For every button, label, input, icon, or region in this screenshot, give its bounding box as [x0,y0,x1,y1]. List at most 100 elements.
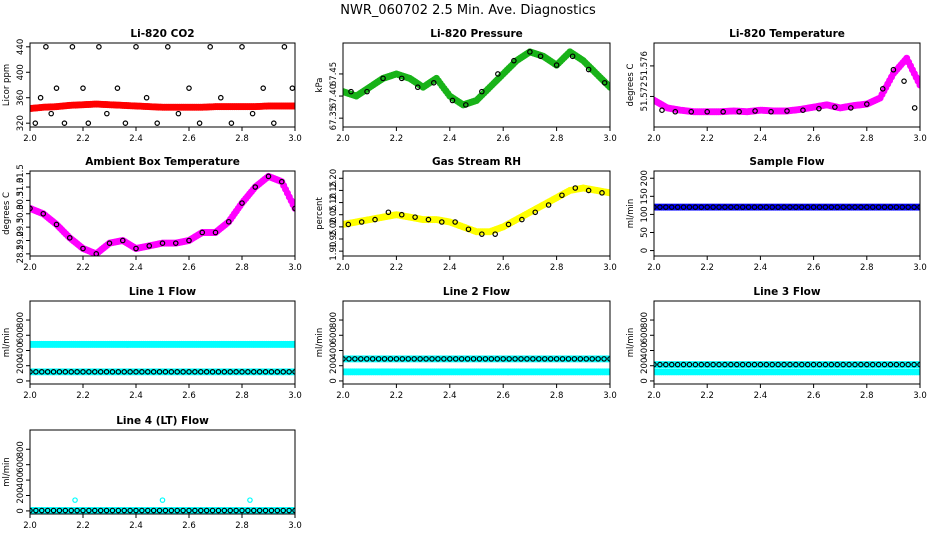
series-reference-points [30,173,295,256]
plot-frame [342,170,611,257]
x-tick-label: 2.4 [129,521,143,531]
data-point [348,88,354,95]
data-point [532,209,539,216]
data-point [674,204,681,210]
data-point [530,356,536,362]
data-point [710,204,716,210]
data-point [674,361,681,368]
plot-area [30,497,295,514]
data-point [659,107,665,114]
data-point [159,497,166,503]
data-point [249,110,256,117]
data-point [745,204,752,210]
data-point [30,205,33,212]
data-point [430,79,437,86]
data-point [245,507,251,514]
data-point [265,173,272,180]
series-reference-points [348,49,608,108]
y-axis-label: ml/min [2,328,12,358]
data-point [846,204,852,210]
x-tick-label: 2.2 [76,134,90,144]
data-point [559,356,566,362]
y-tick-label: 360 [16,90,26,106]
data-point [96,44,102,50]
data-point [863,204,870,210]
y-tick-label: 200 [16,358,26,374]
data-point [680,204,687,210]
data-point [168,369,175,375]
data-point [757,361,764,368]
data-point [146,243,153,249]
data-point [115,369,122,375]
data-point [858,361,864,368]
data-point [692,361,699,368]
series-2-5-min-average [654,54,920,116]
data-point [233,369,239,375]
y-axis-label: degrees C [626,64,636,107]
data-point [114,85,121,91]
data-point [875,361,882,368]
x-tick-label: 2.4 [443,134,457,144]
x-tick-label: 2.8 [235,391,249,401]
data-point [769,204,776,210]
data-point [86,507,92,514]
data-point [121,369,128,375]
data-point [668,361,675,368]
x-tick-label: 2.2 [76,391,90,401]
plot-frame [653,170,921,257]
data-point [512,356,518,362]
x-tick-label: 3.0 [913,263,927,273]
y-tick-label: 31.0 [16,178,26,197]
data-point [133,245,139,252]
data-point [739,204,746,210]
data-point [704,204,711,210]
data-point [32,120,39,126]
data-point [172,240,179,246]
panel-licor_temp: Li-820 Temperature 2.0 2.2 2.4 2.6 2.8 3.0 51.5… [626,28,927,144]
y-tick-label: 400 [640,342,650,358]
data-point [80,245,86,252]
data-point [452,219,458,225]
data-point [476,356,483,362]
panel-title: Line 1 Flow [129,286,196,298]
data-point [657,361,663,368]
panel-grid: Li-820 CO2 2.0 2.2 2.4 2.6 2.8 3.0 320 360 400 440… [2,28,927,531]
y-axis-label: Licor ppm [2,64,12,106]
data-point [479,231,485,237]
y-axis-label: kPa [315,78,325,93]
data-point [50,369,57,375]
data-point [109,507,116,514]
data-point [769,361,776,368]
data-point [834,204,841,210]
data-point [524,356,530,362]
y-tick-label: 31.5 [16,164,26,183]
data-point [364,88,370,95]
data-point [175,110,182,117]
data-point [704,108,711,115]
panel-line2_flow: Line 2 Flow 2.0 2.2 2.4 2.6 2.8 3.0 0 2004006008… [315,286,617,401]
y-axis-label: percent [315,197,325,230]
y-tick-label: 600 [329,327,339,343]
data-point [186,369,192,375]
data-point [601,79,608,86]
plot-frame [653,300,921,385]
y-tick-label: 800 [16,441,26,457]
data-point [438,219,445,225]
x-tick-label: 2.0 [23,263,37,273]
data-point [810,204,817,210]
data-point [911,361,917,368]
data-point [863,361,870,368]
data-point [599,190,605,196]
data-point [278,178,285,185]
y-tick-label: 400 [16,342,26,358]
data-point [816,361,823,368]
x-tick-label: 2.4 [754,134,768,144]
y-tick-label: 30.5 [16,191,26,210]
data-point [122,120,129,126]
y-tick-label: 1.90 [329,242,339,261]
data-point [535,356,542,362]
y-tick-label: 51.572 [640,82,650,112]
x-tick-label: 2.4 [129,263,143,273]
data-point [745,361,752,368]
data-point [53,221,60,228]
